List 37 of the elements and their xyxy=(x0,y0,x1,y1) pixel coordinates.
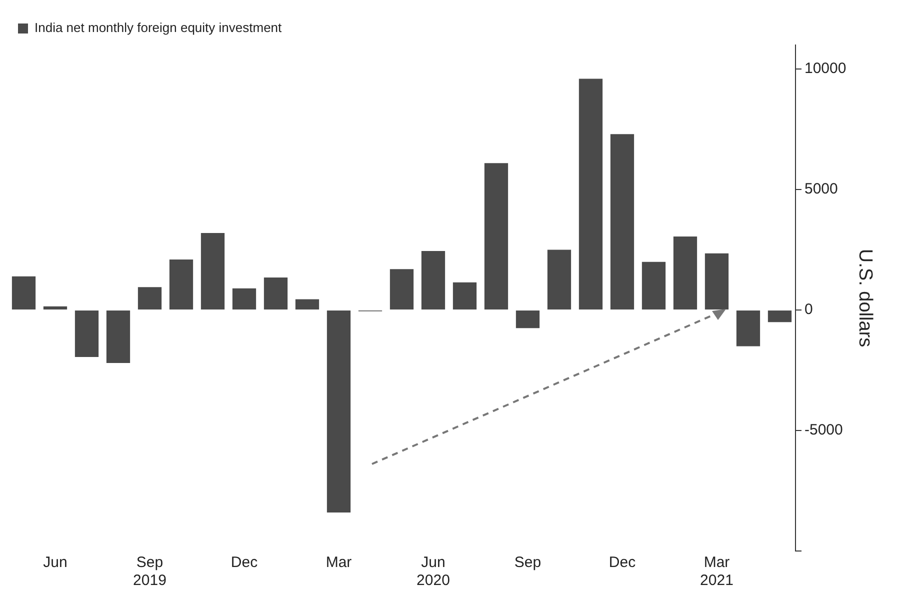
y-tick-label: -5000 xyxy=(804,422,843,439)
x-tick-label: Mar 2021 xyxy=(700,554,734,590)
x-tick-label: Dec xyxy=(608,554,636,572)
bar xyxy=(673,236,698,310)
bar xyxy=(169,259,194,310)
bar xyxy=(390,269,414,310)
bar xyxy=(138,287,162,310)
bar xyxy=(578,78,603,310)
bar xyxy=(516,310,540,328)
bar xyxy=(264,278,288,310)
bar xyxy=(232,288,256,310)
y-axis-title: U.S. dollars xyxy=(854,248,876,348)
bar xyxy=(642,262,666,310)
y-tick-label: 10000 xyxy=(804,60,846,78)
bar xyxy=(106,310,130,364)
bar xyxy=(484,163,508,310)
bar xyxy=(74,310,99,358)
x-tick-label: Jun 2020 xyxy=(416,554,450,590)
bar xyxy=(547,250,572,310)
bar xyxy=(12,276,36,310)
bar xyxy=(326,310,351,512)
x-tick-label: Mar xyxy=(326,554,352,572)
bar xyxy=(421,251,446,310)
bar xyxy=(768,310,792,322)
x-tick-label: Sep 2019 xyxy=(133,554,166,590)
y-tick-label: 5000 xyxy=(804,180,838,198)
bar xyxy=(43,306,68,310)
y-tick-label: 0 xyxy=(804,301,813,318)
bar xyxy=(200,232,225,310)
legend-label: India net monthly foreign equity investment xyxy=(34,20,282,36)
bar xyxy=(452,282,477,310)
bar xyxy=(610,134,634,310)
bar xyxy=(295,299,320,310)
bar xyxy=(736,310,760,346)
x-tick-label: Sep xyxy=(514,554,542,572)
x-tick-label: Jun xyxy=(43,554,68,572)
x-tick-label: Dec xyxy=(230,554,258,572)
